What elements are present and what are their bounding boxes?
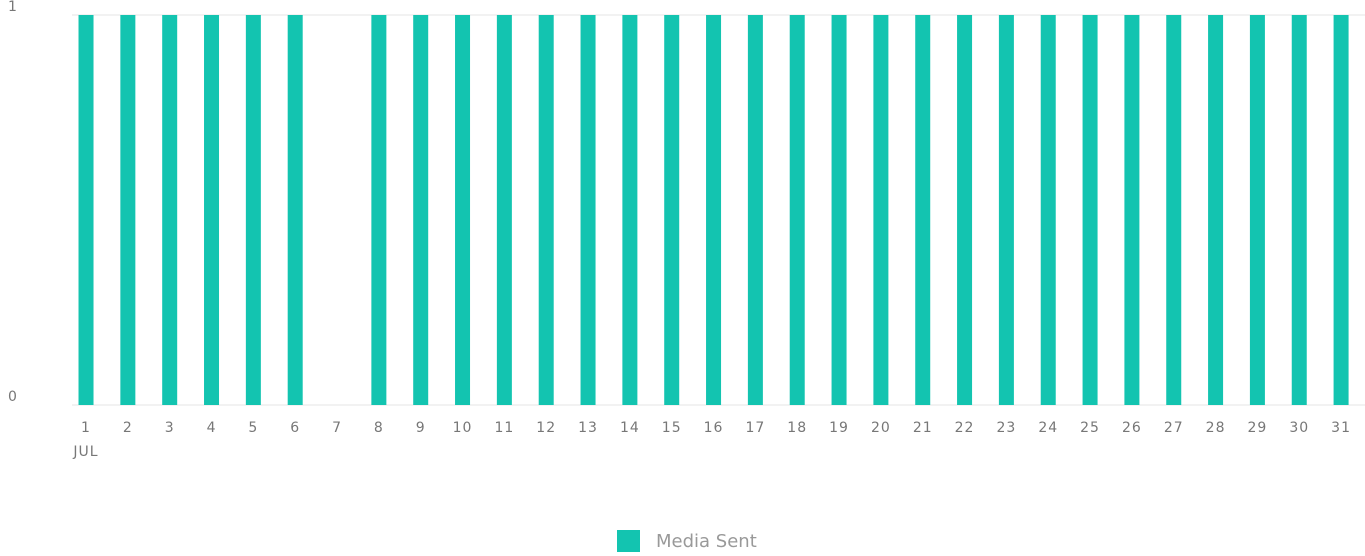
bar xyxy=(538,15,554,405)
bar xyxy=(371,15,387,405)
x-tick-label: 1 xyxy=(81,420,91,436)
bar xyxy=(455,15,471,405)
x-tick-label: 19 xyxy=(829,420,849,436)
x-tick-label: 13 xyxy=(578,420,598,436)
x-tick-label: 12 xyxy=(536,420,556,436)
bar xyxy=(1333,15,1349,405)
bar xyxy=(915,15,931,405)
x-period-label: JUL xyxy=(72,444,98,460)
bar xyxy=(998,15,1014,405)
x-tick-label: 3 xyxy=(165,420,175,436)
bar xyxy=(496,15,512,405)
x-tick-label: 18 xyxy=(787,420,807,436)
x-tick-label: 15 xyxy=(662,420,682,436)
x-tick-label: 4 xyxy=(207,420,217,436)
x-tick-label: 6 xyxy=(290,420,300,436)
x-tick-label: 23 xyxy=(996,420,1016,436)
bar xyxy=(1040,15,1056,405)
x-tick-label: 9 xyxy=(416,420,426,436)
x-tick-label: 20 xyxy=(871,420,891,436)
x-tick-label: 14 xyxy=(620,420,640,436)
bar xyxy=(204,15,220,405)
bar xyxy=(831,15,847,405)
bar xyxy=(1249,15,1265,405)
bar xyxy=(78,15,94,405)
x-tick-label: 11 xyxy=(494,420,514,436)
x-tick-label: 8 xyxy=(374,420,384,436)
bar xyxy=(789,15,805,405)
x-tick-label: 7 xyxy=(332,420,342,436)
x-tick-label: 5 xyxy=(248,420,258,436)
bar xyxy=(120,15,136,405)
bar xyxy=(1291,15,1307,405)
bar xyxy=(1082,15,1098,405)
x-tick-label: 27 xyxy=(1164,420,1184,436)
x-tick-label: 17 xyxy=(745,420,765,436)
x-tick-label: 2 xyxy=(123,420,133,436)
x-tick-label: 31 xyxy=(1331,420,1351,436)
bar xyxy=(162,15,178,405)
x-tick-label: 16 xyxy=(704,420,724,436)
x-tick-label: 29 xyxy=(1247,420,1267,436)
bar xyxy=(1166,15,1182,405)
x-tick-label: 28 xyxy=(1206,420,1226,436)
bar xyxy=(873,15,889,405)
bar xyxy=(1208,15,1224,405)
bar xyxy=(580,15,596,405)
legend-swatch xyxy=(617,530,640,552)
x-tick-label: 30 xyxy=(1289,420,1309,436)
legend-label: Media Sent xyxy=(656,531,757,552)
bar xyxy=(1124,15,1140,405)
bar xyxy=(413,15,429,405)
x-tick-label: 26 xyxy=(1122,420,1142,436)
bar xyxy=(747,15,763,405)
x-tick-label: 25 xyxy=(1080,420,1100,436)
y-tick-label: 1 xyxy=(8,0,18,15)
bar xyxy=(957,15,973,405)
bar xyxy=(245,15,261,405)
x-tick-label: 22 xyxy=(955,420,975,436)
bar xyxy=(664,15,680,405)
bar xyxy=(706,15,722,405)
x-tick-label: 10 xyxy=(453,420,473,436)
bar xyxy=(622,15,638,405)
y-tick-label: 0 xyxy=(8,389,18,405)
x-tick-label: 24 xyxy=(1038,420,1058,436)
bar xyxy=(287,15,303,405)
x-tick-label: 21 xyxy=(913,420,933,436)
